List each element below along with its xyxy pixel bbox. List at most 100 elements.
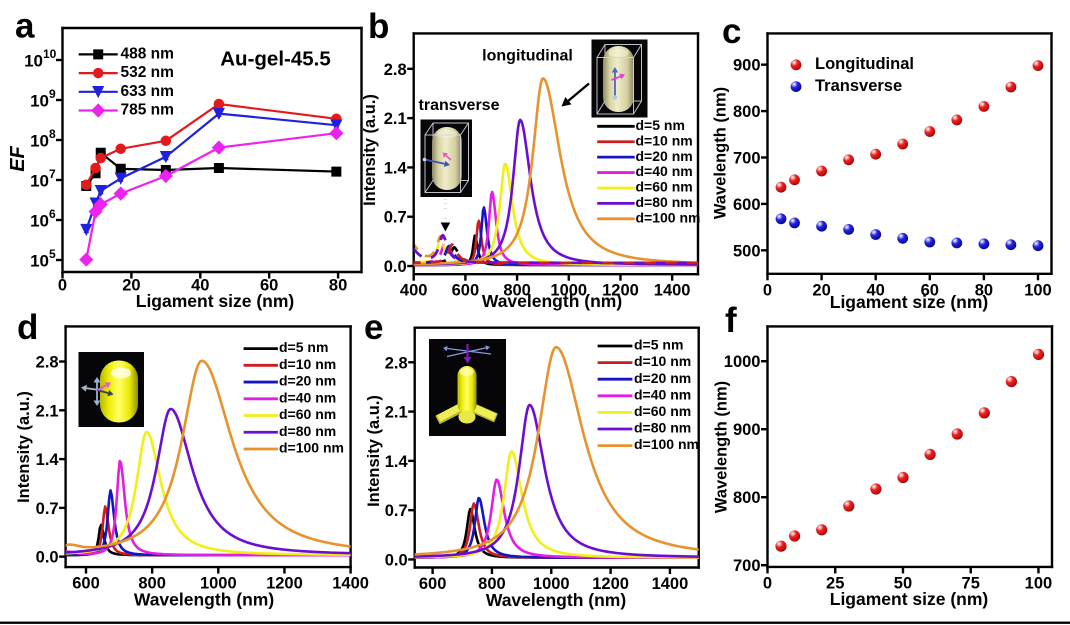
svg-text:1200: 1200 [266, 575, 303, 593]
svg-text:1000: 1000 [550, 282, 587, 300]
svg-text:2.8: 2.8 [384, 61, 407, 79]
svg-text:1400: 1400 [654, 282, 691, 300]
svg-text:longitudinal: longitudinal [482, 48, 573, 65]
svg-text:633 nm: 633 nm [121, 83, 174, 100]
svg-text:d=60 nm: d=60 nm [636, 179, 693, 195]
svg-text:10: 10 [30, 92, 49, 111]
svg-text:d=40 nm: d=40 nm [634, 386, 691, 402]
svg-text:d=100 nm: d=100 nm [279, 440, 344, 456]
svg-text:d=10 nm: d=10 nm [279, 356, 336, 372]
svg-text:d=40 nm: d=40 nm [636, 163, 693, 179]
svg-text:9: 9 [49, 87, 56, 101]
svg-text:0: 0 [763, 281, 772, 299]
svg-text:700: 700 [733, 149, 761, 167]
svg-text:488 nm: 488 nm [121, 45, 174, 62]
svg-text:80: 80 [329, 276, 347, 294]
svg-text:Wavelength (nm): Wavelength (nm) [486, 590, 626, 610]
svg-text:d: d [17, 308, 38, 347]
svg-text:60: 60 [260, 276, 278, 294]
svg-text:20: 20 [122, 276, 140, 294]
svg-text:d=80 nm: d=80 nm [634, 420, 691, 436]
svg-text:400: 400 [400, 282, 428, 300]
svg-text:d=80 nm: d=80 nm [636, 194, 693, 210]
svg-text:Wavelength (nm): Wavelength (nm) [134, 589, 274, 609]
svg-text:d=60 nm: d=60 nm [279, 406, 336, 422]
svg-text:1.4: 1.4 [384, 159, 408, 177]
svg-text:b: b [368, 7, 389, 46]
svg-text:40: 40 [867, 281, 885, 299]
svg-text:Ligament size (nm): Ligament size (nm) [830, 589, 989, 609]
svg-text:25: 25 [826, 574, 844, 592]
svg-text:10: 10 [24, 52, 43, 71]
svg-text:20: 20 [812, 281, 830, 299]
svg-text:0.0: 0.0 [36, 549, 59, 567]
svg-text:Au-gel-45.5: Au-gel-45.5 [220, 47, 331, 70]
svg-text:1200: 1200 [602, 282, 639, 300]
svg-text:d=60 nm: d=60 nm [634, 403, 691, 419]
svg-text:900: 900 [733, 421, 761, 439]
svg-text:0: 0 [58, 276, 67, 294]
svg-text:500: 500 [733, 242, 761, 260]
svg-text:d=5 nm: d=5 nm [634, 337, 683, 353]
svg-text:Ligament size (nm): Ligament size (nm) [830, 292, 989, 312]
svg-text:1000: 1000 [724, 353, 761, 371]
svg-text:e: e [364, 308, 383, 347]
svg-text:50: 50 [894, 574, 912, 592]
svg-text:d=5 nm: d=5 nm [636, 117, 685, 133]
svg-text:d=40 nm: d=40 nm [279, 389, 336, 405]
svg-text:10: 10 [30, 252, 49, 271]
svg-text:1200: 1200 [592, 575, 629, 593]
svg-text:800: 800 [478, 575, 506, 593]
svg-text:d=20 nm: d=20 nm [279, 373, 336, 389]
svg-text:700: 700 [733, 557, 761, 575]
svg-text:1400: 1400 [652, 575, 689, 593]
svg-text:d=20 nm: d=20 nm [636, 148, 693, 164]
svg-text:60: 60 [921, 281, 939, 299]
svg-text:800: 800 [503, 282, 531, 300]
svg-text:Transverse: Transverse [815, 77, 902, 95]
svg-text:600: 600 [419, 575, 447, 593]
svg-text:d=5 nm: d=5 nm [279, 339, 328, 355]
svg-text:Wavelength (nm): Wavelength (nm) [712, 87, 730, 219]
svg-text:1.4: 1.4 [385, 453, 409, 471]
svg-text:0.0: 0.0 [384, 258, 407, 276]
svg-text:0.0: 0.0 [385, 551, 408, 569]
svg-text:d=10 nm: d=10 nm [634, 353, 691, 369]
svg-text:Wavelength (nm): Wavelength (nm) [713, 381, 731, 513]
svg-text:2.1: 2.1 [36, 402, 59, 420]
svg-text:Longitudinal: Longitudinal [815, 55, 914, 73]
svg-text:10: 10 [30, 172, 49, 191]
svg-text:1000: 1000 [533, 575, 570, 593]
svg-text:Intensity (a.u.): Intensity (a.u.) [361, 94, 379, 206]
svg-text:80: 80 [975, 281, 993, 299]
svg-text:600: 600 [452, 282, 480, 300]
svg-text:8: 8 [49, 127, 56, 141]
svg-text:10: 10 [43, 47, 57, 61]
svg-text:d=100 nm: d=100 nm [634, 436, 699, 452]
svg-text:7: 7 [49, 167, 56, 181]
svg-text:0.7: 0.7 [384, 209, 407, 227]
svg-text:800: 800 [733, 489, 761, 507]
svg-text:100: 100 [1025, 574, 1053, 592]
svg-text:d=100 nm: d=100 nm [636, 209, 701, 225]
svg-text:d=20 nm: d=20 nm [634, 370, 691, 386]
svg-text:f: f [725, 301, 737, 340]
svg-text:800: 800 [733, 103, 761, 121]
svg-text:1400: 1400 [332, 575, 369, 593]
svg-text:Intensity (a.u.): Intensity (a.u.) [365, 395, 383, 507]
svg-text:1000: 1000 [200, 575, 237, 593]
svg-text:2.1: 2.1 [384, 110, 407, 128]
svg-text:Ligament size (nm): Ligament size (nm) [136, 291, 295, 311]
svg-text:EF: EF [7, 145, 29, 171]
svg-text:d=10 nm: d=10 nm [636, 132, 693, 148]
svg-text:c: c [722, 12, 741, 51]
svg-text:0.7: 0.7 [385, 502, 408, 520]
svg-text:532 nm: 532 nm [121, 64, 174, 81]
svg-text:100: 100 [1024, 281, 1052, 299]
svg-text:Wavelength (nm): Wavelength (nm) [482, 291, 622, 311]
svg-text:600: 600 [733, 196, 761, 214]
svg-text:Intensity (a.u.): Intensity (a.u.) [15, 391, 33, 503]
svg-text:2.8: 2.8 [36, 354, 59, 372]
svg-text:a: a [15, 7, 35, 46]
svg-text:2.1: 2.1 [385, 404, 408, 422]
